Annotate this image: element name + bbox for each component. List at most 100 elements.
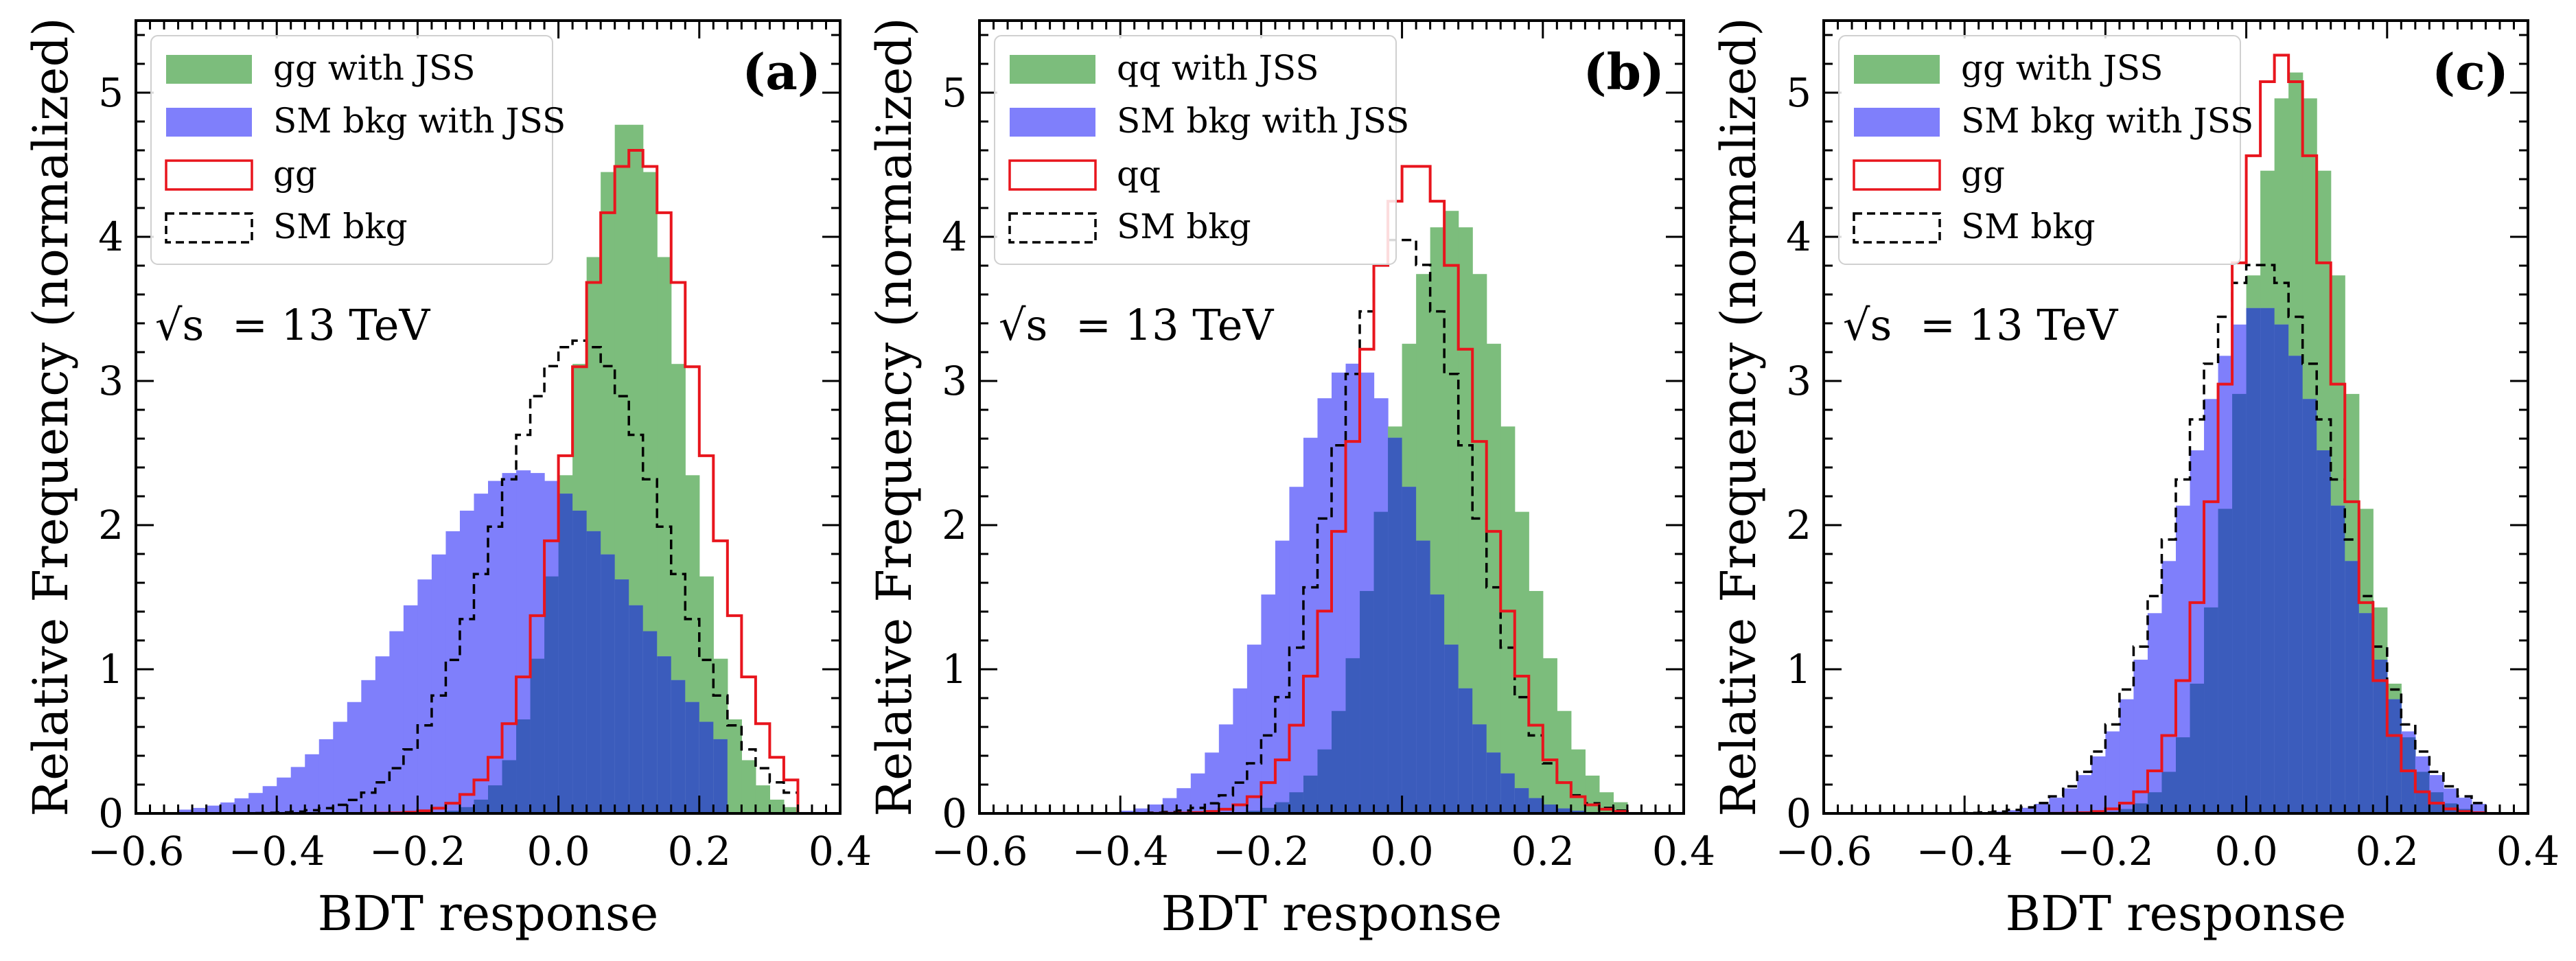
legend-swatch [1853,159,1941,191]
bar-overlap [601,554,616,813]
bar-overlap [2288,356,2304,813]
y-axis-label: Relative Frequency (normalized) [23,17,79,816]
y-tick-label: 4 [1786,213,1811,260]
legend-label: SM bkg with JSS [1961,101,2253,141]
x-tick-label: 0.0 [526,828,590,875]
bar-overlap [1514,788,1529,813]
bar-overlap [1275,802,1290,813]
bar-bkg-jss [1205,752,1220,813]
x-tick-label: −0.6 [931,828,1028,875]
bar-overlap [2387,699,2402,813]
bar-bkg-jss [1303,437,1319,813]
legend: gg with JSS SM bkg with JSS gg SM bkg [150,35,566,265]
bar-overlap [516,719,531,813]
bar-sig-jss [727,719,742,813]
y-tick-label: 1 [1786,646,1811,693]
legend-swatch [165,159,253,191]
legend-label: gg with JSS [273,48,476,88]
bar-bkg-jss [1246,645,1262,813]
bar-overlap [2317,450,2332,813]
bar-overlap [474,799,489,813]
panel-1: −0.6 −0.4 −0.2 0.0 0.2 0.4 0 1 2 3 4 5 BDT response R… [866,17,1715,942]
bar-bkg-jss [2161,561,2177,813]
y-tick-label: 3 [98,358,124,404]
legend-label: SM bkg [1117,207,1251,246]
bar-bkg-jss [262,786,277,813]
bar-bkg-jss [1162,798,1177,813]
bar-overlap [459,807,475,813]
bar-overlap [2218,509,2233,813]
panel-2: −0.6 −0.4 −0.2 0.0 0.2 0.4 0 1 2 3 4 5 BDT response R… [1710,17,2560,942]
y-tick-label: 2 [1786,502,1811,548]
energy-value: = 13 TeV [232,300,430,350]
bar-overlap [2204,607,2219,813]
y-tick-label: 0 [98,790,124,837]
legend-label: gg [273,154,317,194]
bar-bkg-jss [2091,756,2106,813]
bar-sig-jss [755,785,770,813]
bar-overlap [2260,308,2275,813]
bar-overlap [2176,737,2191,813]
legend-box [1838,35,2241,265]
bar-overlap [1542,804,1557,813]
bar-bkg-jss [2147,613,2163,813]
legend-swatch [165,212,253,244]
y-tick-label: 5 [1786,69,1811,116]
panel-tag: (b) [1583,43,1664,101]
x-tick-label: −0.4 [1072,828,1169,875]
bar-overlap [2246,308,2261,813]
bar-bkg-jss [2034,804,2050,813]
bar-overlap [1289,792,1304,813]
bar-overlap [2119,809,2135,813]
bar-overlap [544,576,559,813]
bar-overlap [1557,808,1572,813]
bar-bkg-jss [2063,788,2078,813]
bar-bkg-jss [2133,660,2148,813]
y-tick-label: 0 [942,790,967,837]
bar-sig-jss [783,807,799,813]
bar-overlap [1458,688,1473,813]
bar-overlap [1416,540,1431,813]
x-axis-label: BDT response [1161,885,1502,942]
bar-overlap [2373,660,2388,813]
y-tick-label: 5 [942,69,967,116]
bar-overlap [2274,324,2289,813]
x-tick-label: 0.0 [2214,828,2277,875]
bar-overlap [2161,772,2177,813]
x-tick-label: −0.2 [2057,828,2154,875]
bar-bkg-jss [277,777,292,813]
bar-bkg-jss [2077,775,2092,813]
bar-overlap [502,760,517,813]
bar-overlap [629,605,644,813]
panel-tag: (a) [742,43,821,101]
bar-sig-jss [1557,710,1572,813]
x-axis-label: BDT response [2006,885,2347,942]
energy-symbol: √s [155,300,204,350]
bar-bkg-jss [206,805,221,813]
panel-tag: (c) [2432,43,2509,101]
bar-bkg-jss [474,494,489,813]
bar-sig-jss [1570,749,1586,813]
bar-overlap [2190,683,2205,813]
legend-swatch [1853,212,1941,244]
bar-bkg-jss [1275,540,1290,813]
bar-overlap [1529,798,1544,813]
legend-label: qq [1117,154,1161,194]
legend-box [150,35,553,265]
y-tick-label: 3 [1786,358,1811,404]
bar-bkg-jss [1289,487,1304,813]
bar-overlap [2345,561,2360,813]
bar-sig-jss [769,799,785,813]
legend: gg with JSS SM bkg with JSS gg SM bkg [1838,35,2253,265]
bar-overlap [699,721,714,813]
bar-overlap [2133,803,2148,813]
bar-sig-jss [1585,775,1600,813]
bar-bkg-jss [1261,594,1276,813]
bar-bkg-jss [290,767,305,813]
bar-overlap [713,739,728,813]
bar-overlap [1373,511,1389,813]
bar-overlap [1303,775,1319,813]
y-tick-label: 1 [98,646,124,693]
bar-overlap [488,785,503,813]
bar-bkg-jss [2021,807,2036,813]
